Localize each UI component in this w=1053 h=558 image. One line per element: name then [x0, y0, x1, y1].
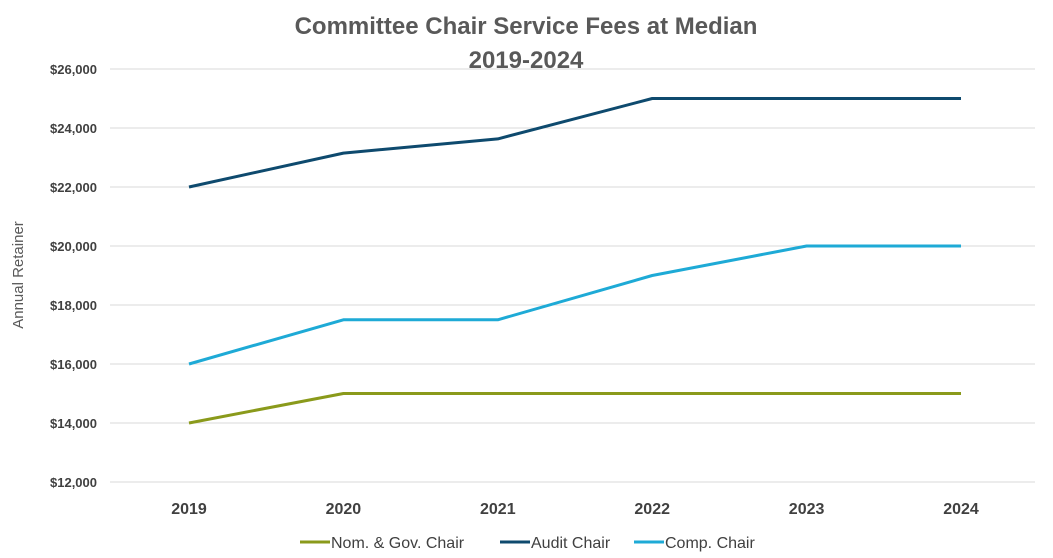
series-lines: [188, 97, 961, 425]
chart-subtitle: 2019-2024: [469, 47, 584, 74]
x-tick-label: 2022: [634, 501, 670, 518]
x-tick-label: 2019: [171, 501, 207, 518]
legend-label: Comp. Chair: [665, 535, 755, 552]
gridlines: [110, 68, 1035, 483]
legend-label: Audit Chair: [531, 535, 611, 552]
y-tick-label: $14,000: [50, 416, 97, 431]
x-tick-label: 2024: [943, 501, 979, 518]
legend: Nom. & Gov. Chair Audit Chair Comp. Chair: [300, 535, 755, 552]
x-tick-label: 2023: [789, 501, 825, 518]
y-tick-label: $22,000: [50, 180, 97, 195]
series-line: [188, 97, 961, 189]
series-line: [188, 392, 961, 425]
x-tick-label: 2021: [480, 501, 516, 518]
y-tick-label: $18,000: [50, 298, 97, 313]
legend-label: Nom. & Gov. Chair: [331, 535, 465, 552]
chart-title: Committee Chair Service Fees at Median: [295, 13, 758, 40]
y-tick-label: $20,000: [50, 239, 97, 254]
y-axis-label: Annual Retainer: [10, 221, 27, 329]
y-tick-label: $16,000: [50, 357, 97, 372]
y-tick-label: $26,000: [50, 62, 97, 77]
y-tick-label: $12,000: [50, 475, 97, 490]
y-axis-ticks: $12,000 $14,000 $16,000 $18,000 $20,000 $22,0…: [50, 62, 97, 490]
x-tick-label: 2020: [326, 501, 362, 518]
x-axis-ticks: 2019 2020 2021 2022 2023 2024: [171, 501, 979, 518]
series-line: [188, 244, 961, 366]
y-tick-label: $24,000: [50, 121, 97, 136]
